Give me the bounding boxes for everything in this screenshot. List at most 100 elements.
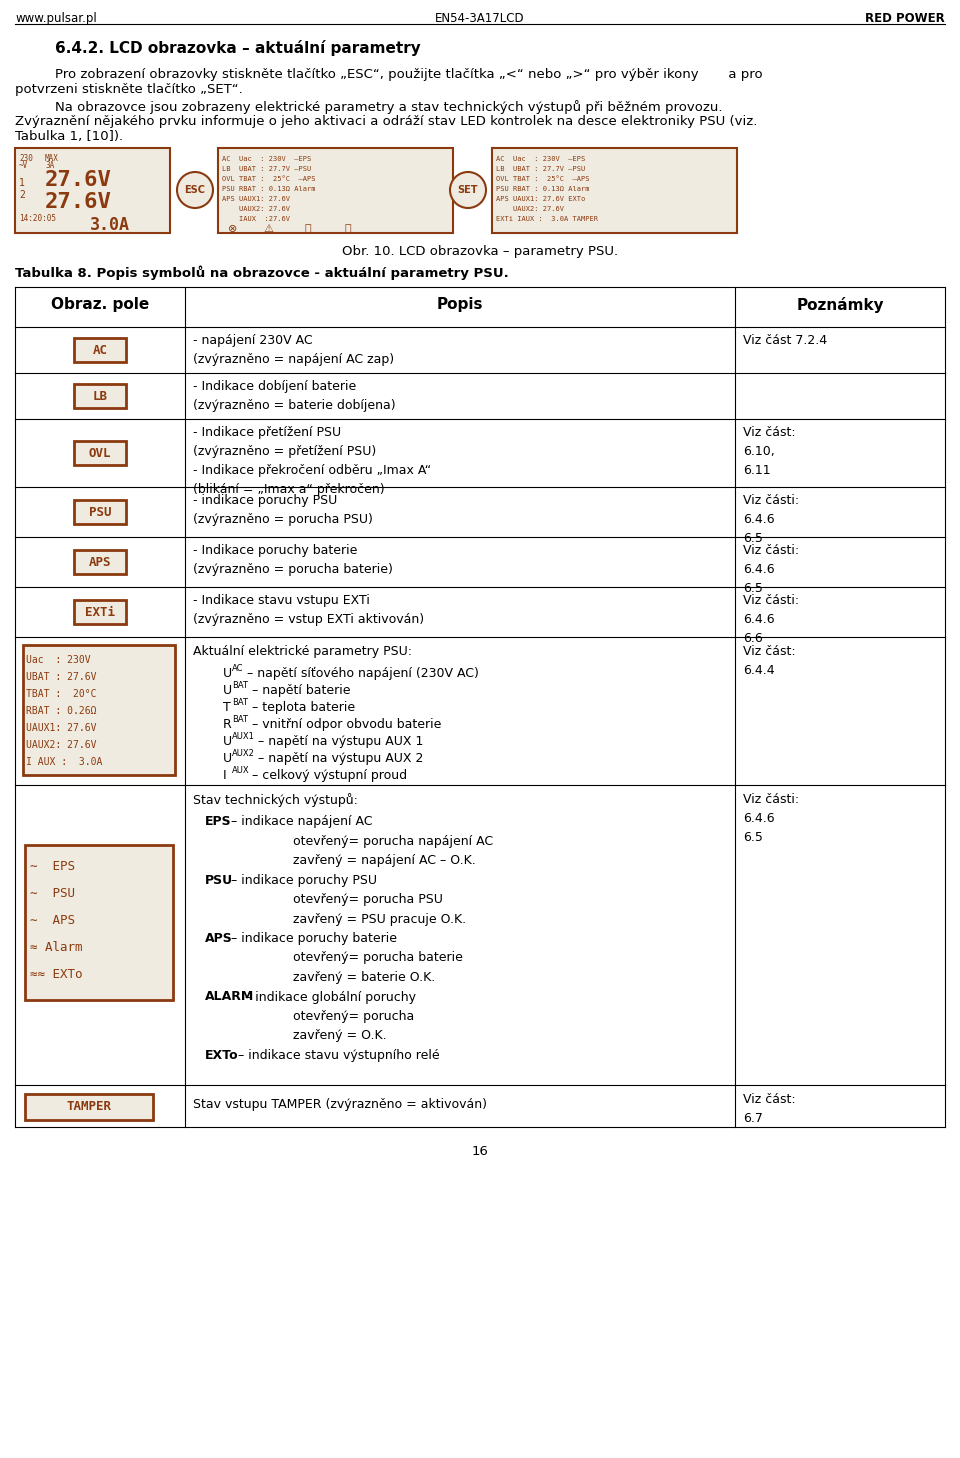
FancyBboxPatch shape: [74, 601, 126, 624]
Text: ⚠: ⚠: [263, 225, 273, 233]
Text: 14:20:05: 14:20:05: [19, 214, 56, 223]
Text: - indikace poruchy PSU
(zvýrazněno = porucha PSU): - indikace poruchy PSU (zvýrazněno = por…: [193, 494, 372, 526]
Text: ∼  EPS: ∼ EPS: [30, 860, 75, 873]
FancyBboxPatch shape: [218, 149, 453, 233]
Text: TBAT :  20°C: TBAT : 20°C: [26, 690, 97, 698]
Text: ≈ Alarm: ≈ Alarm: [30, 940, 83, 954]
FancyBboxPatch shape: [15, 149, 170, 233]
Text: Viz část:
6.10,
6.11: Viz část: 6.10, 6.11: [743, 426, 796, 477]
Text: Viz části:
6.4.6
6.5: Viz části: 6.4.6 6.5: [743, 544, 799, 595]
Text: ⊗: ⊗: [228, 225, 238, 233]
Text: Obraz. pole: Obraz. pole: [51, 297, 149, 312]
Text: EN54-3A17LCD: EN54-3A17LCD: [435, 12, 525, 25]
Text: 3.0A: 3.0A: [90, 216, 130, 233]
Text: ALARM: ALARM: [205, 990, 254, 1003]
Text: ⌛: ⌛: [304, 225, 311, 233]
Text: – napětí síťového napájení (230V AC): – napětí síťového napájení (230V AC): [247, 666, 479, 679]
Text: AUX: AUX: [232, 765, 250, 776]
Text: zavřený = napájení AC – O.K.: zavřený = napájení AC – O.K.: [293, 854, 476, 868]
Text: UAUX2: 27.6V: UAUX2: 27.6V: [222, 206, 290, 211]
Text: 6.4.2. LCD obrazovka – aktuální parametry: 6.4.2. LCD obrazovka – aktuální parametr…: [55, 39, 420, 55]
Text: – indikace globální poruchy: – indikace globální poruchy: [241, 990, 416, 1003]
Text: 27.6V: 27.6V: [45, 171, 112, 190]
Text: - Indikace poruchy baterie
(zvýrazněno = porucha baterie): - Indikace poruchy baterie (zvýrazněno =…: [193, 544, 393, 576]
Text: AC: AC: [92, 344, 108, 357]
Text: ESC: ESC: [184, 185, 205, 195]
Text: – indikace poruchy PSU: – indikace poruchy PSU: [227, 873, 376, 886]
Text: Stav vstupu TAMPER (zvýrazněno = aktivován): Stav vstupu TAMPER (zvýrazněno = aktivov…: [193, 1098, 487, 1111]
Text: Pro zobrazení obrazovky stiskněte tlačítko „ESC“, použijte tlačítka „<“ nebo „>“: Pro zobrazení obrazovky stiskněte tlačít…: [55, 69, 762, 82]
Text: zavřený = PSU pracuje O.K.: zavřený = PSU pracuje O.K.: [293, 913, 467, 926]
Text: U: U: [223, 666, 232, 679]
Text: UAUX2: 27.6V: UAUX2: 27.6V: [496, 206, 564, 211]
Text: SET: SET: [458, 185, 478, 195]
Text: T: T: [223, 701, 230, 714]
Text: – indikace poruchy baterie: – indikace poruchy baterie: [227, 932, 396, 945]
Text: www.pulsar.pl: www.pulsar.pl: [15, 12, 97, 25]
Text: LB  UBAT : 27.7V —PSU: LB UBAT : 27.7V —PSU: [222, 166, 311, 172]
Text: potvrzeni stiskněte tlačítko „SET“.: potvrzeni stiskněte tlačítko „SET“.: [15, 83, 243, 96]
Text: UBAT : 27.6V: UBAT : 27.6V: [26, 672, 97, 682]
Text: zavřený = O.K.: zavřený = O.K.: [293, 1029, 387, 1042]
Text: - Indikace přetížení PSU
(zvýrazněno = přetížení PSU)
- Indikace překročení odbě: - Indikace přetížení PSU (zvýrazněno = p…: [193, 426, 431, 496]
Text: APS UAUX1: 27.6V EXTo: APS UAUX1: 27.6V EXTo: [496, 195, 586, 203]
Text: Viz část 7.2.4: Viz část 7.2.4: [743, 334, 828, 347]
Text: EXTi: EXTi: [85, 605, 115, 618]
Text: Poznámky: Poznámky: [796, 297, 884, 313]
FancyBboxPatch shape: [74, 383, 126, 408]
Text: Viz části:
6.4.6
6.5: Viz části: 6.4.6 6.5: [743, 793, 799, 844]
Text: U: U: [223, 684, 232, 697]
Text: EXTi IAUX :  3.0A TAMPER: EXTi IAUX : 3.0A TAMPER: [496, 216, 598, 222]
Text: otevřený= porucha baterie: otevřený= porucha baterie: [293, 952, 463, 965]
Text: 2: 2: [19, 190, 25, 200]
Text: AC: AC: [232, 663, 244, 674]
Text: ∼  APS: ∼ APS: [30, 914, 75, 927]
Text: APS: APS: [88, 555, 111, 569]
Text: IAUX  :27.6V: IAUX :27.6V: [222, 216, 290, 222]
Text: AC  Uac  : 230V  —EPS: AC Uac : 230V —EPS: [222, 156, 311, 162]
Text: RBAT : 0.26Ω: RBAT : 0.26Ω: [26, 706, 97, 716]
Text: Tabulka 8. Popis symbolů na obrazovce - aktuální parametry PSU.: Tabulka 8. Popis symbolů na obrazovce - …: [15, 265, 509, 280]
Text: U: U: [223, 752, 232, 765]
Text: – napětí na výstupu AUX 2: – napětí na výstupu AUX 2: [258, 752, 423, 765]
Text: APS: APS: [205, 932, 232, 945]
Text: BAT: BAT: [232, 681, 248, 690]
Text: otevřený= porucha PSU: otevřený= porucha PSU: [293, 892, 443, 905]
Text: LB: LB: [92, 389, 108, 402]
Text: Viz části:
6.4.6
6.6: Viz části: 6.4.6 6.6: [743, 593, 799, 644]
Text: 1: 1: [19, 178, 25, 188]
FancyBboxPatch shape: [74, 500, 126, 523]
Text: EPS: EPS: [205, 815, 231, 828]
Text: Viz část:
6.4.4: Viz část: 6.4.4: [743, 644, 796, 677]
Circle shape: [450, 172, 486, 208]
Text: OVL: OVL: [88, 446, 111, 459]
Text: – celkový výstupní proud: – celkový výstupní proud: [252, 768, 408, 781]
Text: UAUX2: 27.6V: UAUX2: 27.6V: [26, 741, 97, 749]
Text: RED POWER: RED POWER: [865, 12, 945, 25]
Circle shape: [177, 172, 213, 208]
Text: Tabulka 1, [10]).: Tabulka 1, [10]).: [15, 130, 123, 143]
Text: Popis: Popis: [437, 297, 483, 312]
Text: OVL TBAT :  25°C  —APS: OVL TBAT : 25°C —APS: [496, 176, 589, 182]
Text: otevřený= porucha napájení AC: otevřený= porucha napájení AC: [293, 834, 493, 847]
Text: OVL TBAT :  25°C  —APS: OVL TBAT : 25°C —APS: [222, 176, 316, 182]
Text: AC  Uac  : 230V  —EPS: AC Uac : 230V —EPS: [496, 156, 586, 162]
Text: I: I: [223, 768, 227, 781]
Text: 16: 16: [471, 1145, 489, 1158]
Text: 3A: 3A: [45, 160, 55, 171]
Text: Viz část:
6.7: Viz část: 6.7: [743, 1094, 796, 1126]
Text: ~V: ~V: [19, 160, 28, 171]
Text: – indikace stavu výstupního relé: – indikace stavu výstupního relé: [234, 1048, 440, 1061]
Text: – napětí baterie: – napětí baterie: [252, 684, 351, 697]
Text: AUX2: AUX2: [232, 749, 254, 758]
Text: Uac  : 230V: Uac : 230V: [26, 655, 90, 665]
Text: - Indikace dobíjení baterie
(zvýrazněno = baterie dobíjena): - Indikace dobíjení baterie (zvýrazněno …: [193, 381, 396, 413]
FancyBboxPatch shape: [25, 1094, 153, 1120]
Text: TAMPER: TAMPER: [66, 1099, 111, 1112]
Text: – napětí na výstupu AUX 1: – napětí na výstupu AUX 1: [258, 735, 423, 748]
Text: Na obrazovce jsou zobrazeny elektrické parametry a stav technických výstupů při : Na obrazovce jsou zobrazeny elektrické p…: [55, 101, 723, 114]
Text: ⌛: ⌛: [345, 225, 351, 233]
Text: I AUX :  3.0A: I AUX : 3.0A: [26, 757, 103, 767]
FancyBboxPatch shape: [492, 149, 737, 233]
Text: - napájení 230V AC
(zvýrazněno = napájení AC zap): - napájení 230V AC (zvýrazněno = napájen…: [193, 334, 395, 366]
